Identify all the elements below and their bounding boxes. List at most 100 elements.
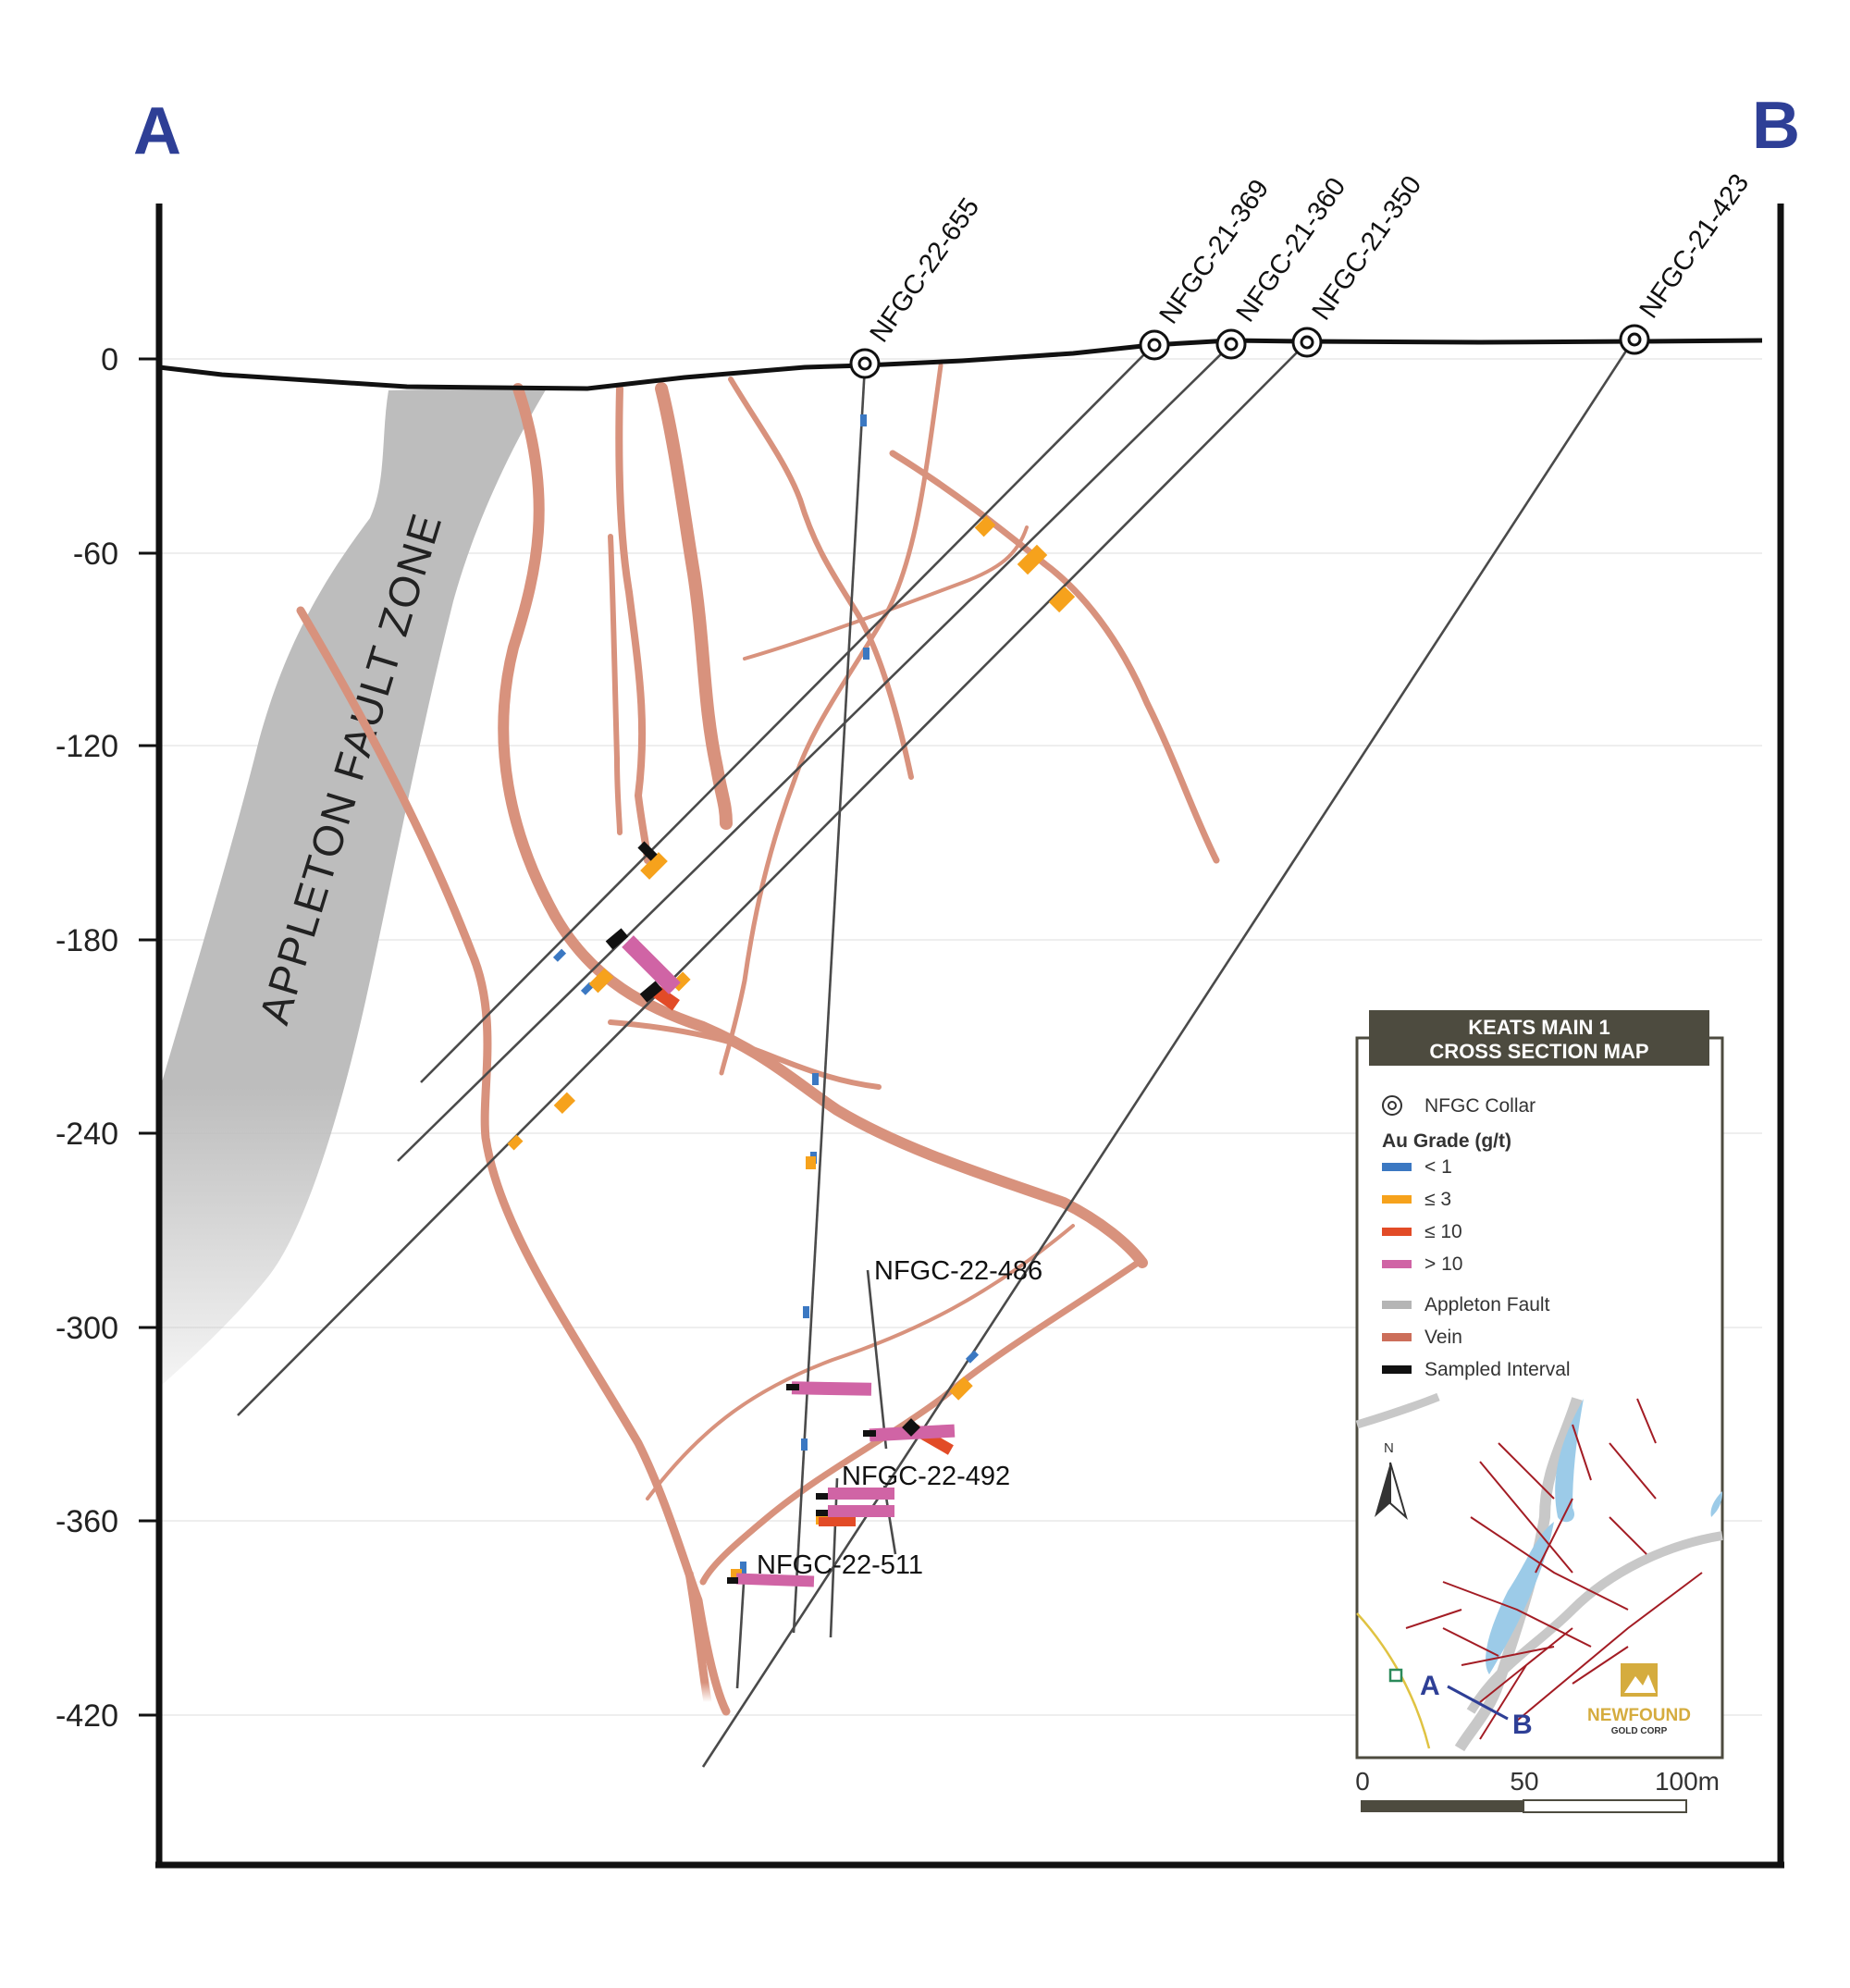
legend-swatch [1382,1228,1412,1236]
y-tick-label: -360 [56,1504,118,1539]
grade-le10-bar [819,1517,856,1526]
sampled-interval-mark [637,841,658,861]
sampled-interval-mark [863,1430,876,1437]
grade-lt1-bar [552,948,567,962]
grade-le3-bar [553,1092,576,1115]
scale-label: 0 [1355,1767,1370,1796]
newfound-logo: NEWFOUND GOLD CORP [1587,1663,1691,1736]
vein-lower-thin [646,1224,1075,1500]
grade-gt10-bar [622,935,681,994]
sampled-interval-mark [727,1577,738,1584]
collar-icon [1300,335,1314,350]
grade-gt10-bar [828,1488,894,1500]
vein-upper-east [728,377,914,780]
y-tick-label: -180 [56,923,118,958]
legend-grade-label: ≤ 3 [1424,1189,1451,1210]
legend-title-bar [1369,1010,1709,1066]
hole-label: NFGC-22-655 [865,192,986,348]
y-tick-label: 0 [101,342,118,377]
legend-swatch [1382,1163,1412,1171]
location-map: A B N NEWFOUND GOLD CORP [1355,1392,1723,1752]
grade-lt1-bar [965,1350,980,1364]
legend-feature-label: Sampled Interval [1424,1359,1571,1380]
grade-le3-bar [640,852,668,880]
grade-lt1-bar [812,1073,819,1085]
logo-text: GOLD CORP [1611,1726,1668,1736]
legend-grade-label: ≤ 10 [1424,1221,1462,1242]
grade-le3-bar [949,1377,973,1401]
collars [849,324,1650,379]
section-end-a: A [133,94,181,168]
vein-cross-upper [743,525,1029,661]
legend-panel: KEATS MAIN 1 CROSS SECTION MAP NFGC Coll… [1355,1010,1724,1760]
topography-line [158,338,1763,391]
grade-lt1-bar [803,1306,809,1318]
collar-icon [1627,332,1642,347]
scale-label: 100m [1655,1767,1720,1796]
grade-le3-bar [974,515,996,537]
vein-steep-1 [615,385,651,864]
grade-le3-bar [1048,586,1076,613]
hole-label: NFGC-22-486 [874,1256,1042,1286]
legend-swatch [1382,1195,1412,1204]
scale-bar: 0 50 100m [1355,1767,1720,1813]
collar-icon [1224,337,1239,352]
sampled-interval-mark [786,1384,799,1390]
y-tick-label: -240 [56,1117,118,1152]
north-arrow-icon [1375,1463,1390,1517]
legend-grade-label: < 1 [1424,1156,1452,1178]
legend-title: KEATS MAIN 1 [1468,1016,1610,1039]
legend-collar-label: NFGC Collar [1424,1095,1536,1117]
grade-le3-bar [588,968,614,994]
grade-lt1-bar [740,1562,746,1574]
y-tick-label: -420 [56,1698,118,1734]
collar-icon [857,356,872,371]
y-tick-label: -120 [56,729,118,764]
map-section-line [1447,1685,1509,1721]
legend-feature-label: Vein [1424,1327,1462,1348]
legend-feature-label: Appleton Fault [1424,1294,1550,1315]
legend-swatch [1382,1301,1412,1309]
hole-trace-492-a [829,1477,839,1638]
y-tick-label: -300 [56,1311,118,1346]
appleton-fault-zone [159,387,548,1388]
legend-swatch [1382,1365,1412,1374]
grade-gt10-bar [791,1381,872,1396]
sampled-interval-mark [816,1510,828,1516]
y-ticks [139,357,159,1717]
vein-fade-tail [684,1572,712,1703]
hole-label: NFGC-22-511 [757,1550,923,1580]
grade-le3-bar [806,1156,816,1169]
legend-title: CROSS SECTION MAP [1429,1040,1648,1063]
legend-swatch [1382,1333,1412,1341]
vein-steep-center [719,363,944,1076]
grade-lt1-bar [863,648,870,660]
hole-trace-360 [397,344,1231,1162]
scale-label: 50 [1510,1767,1538,1796]
hole-trace-486 [866,1269,888,1450]
sampled-interval-mark [605,928,629,950]
sampled-interval-mark [639,981,663,1003]
grade-gt10-bar [735,1573,815,1587]
logo-text: NEWFOUND [1587,1706,1691,1725]
grade-lt1-bar [801,1439,808,1451]
y-axis-labels: 0 -60 -120 -180 -240 -300 -360 -420 [56,342,118,1734]
section-frame [155,204,1784,1869]
hole-trace-655 [792,364,867,1634]
hole-trace-369 [420,344,1154,1083]
north-label: N [1384,1440,1394,1456]
hole-label: NFGC-22-492 [842,1462,1010,1491]
hole-trace-350 [237,342,1307,1416]
legend-swatch [1382,1260,1412,1268]
grade-le3-bar [507,1134,524,1151]
legend-grade-label: > 10 [1424,1253,1462,1275]
grade-gt10-bar [828,1505,894,1517]
section-end-b: B [1752,89,1800,163]
map-label-b: B [1512,1710,1533,1740]
vein-upper-east-2 [889,450,1220,864]
vein-steep-2 [655,382,733,830]
vein-steep-3 [608,534,623,835]
grade-lt1-bar [860,414,867,426]
assay-intervals [507,414,1076,1587]
